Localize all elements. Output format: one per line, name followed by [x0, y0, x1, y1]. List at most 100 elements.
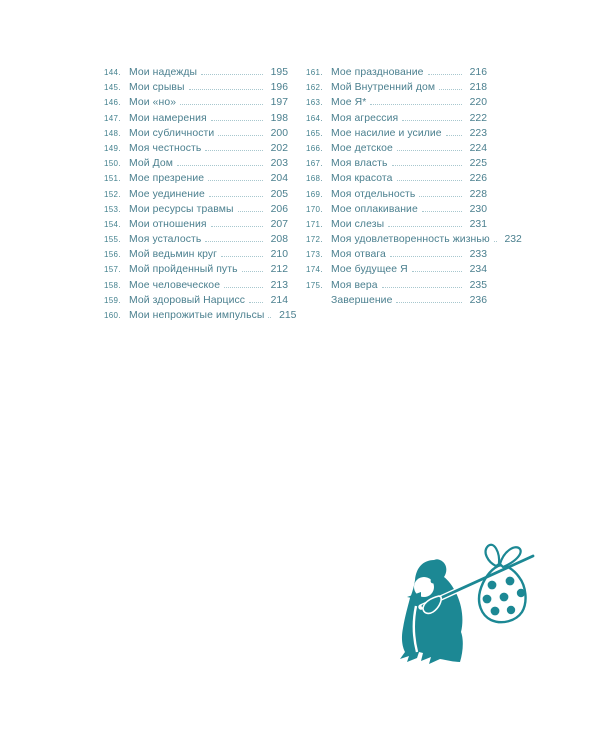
entry-number: 149. [104, 143, 121, 153]
bindle-knot-left-loop [484, 543, 501, 568]
toc-entry: 159. Мой здоровый Нарцисс 214 [104, 293, 288, 308]
leader-dots [208, 179, 263, 182]
entry-page: 203 [270, 158, 288, 170]
entry-number: 170. [306, 204, 323, 214]
penguin-wing-line [412, 605, 419, 653]
leader-dots [268, 316, 272, 318]
entry-number: 150. [104, 159, 121, 169]
entry-page: 236 [469, 294, 487, 306]
leader-dots [381, 286, 462, 288]
toc-entry: 156. Мой ведьмин круг 210 [104, 247, 288, 262]
toc-entry: 150. Мой Дом 203 [104, 156, 288, 171]
leader-dots [389, 255, 462, 258]
entry-title: Моя вера [331, 279, 378, 291]
leader-dots [188, 88, 263, 91]
entry-page: 210 [270, 249, 288, 261]
penguin-flipper [422, 595, 442, 615]
entry-page: 222 [469, 112, 487, 124]
leader-dots [221, 255, 263, 258]
entry-title: Мое детское [331, 142, 393, 154]
leader-dots [411, 270, 462, 273]
toc-entry: 166. Мое детское 224 [306, 141, 487, 156]
penguin-beak [407, 592, 421, 600]
entry-title: Мое уединение [129, 188, 205, 200]
entry-title: Моя отвага [331, 249, 386, 261]
leader-dots [493, 240, 497, 243]
entry-title: Завершение [331, 294, 393, 306]
entry-number: 174. [306, 265, 323, 275]
toc-entry: 161. Мое празднование 216 [306, 65, 487, 80]
entry-title: Мои слезы [331, 218, 385, 230]
toc-entry: 170. Мое оплакивание 230 [306, 202, 487, 217]
entry-page: 235 [469, 279, 487, 291]
entry-title: Моя отдельность [331, 188, 416, 200]
toc-entry: 147. Мои намерения 198 [104, 111, 288, 126]
table-of-contents: 144. Мои надежды 195 145. Мои срывы 196 … [104, 65, 522, 323]
entry-title: Мой Внутренний дом [331, 82, 436, 94]
toc-entry: 146. Мои «но» 197 [104, 95, 288, 110]
leader-dots [249, 301, 263, 303]
entry-title: Мои «но» [129, 97, 177, 109]
entry-page: 207 [270, 218, 288, 230]
toc-entry: 158. Мое человеческое 213 [104, 278, 288, 293]
leader-dots [208, 195, 263, 197]
entry-title: Мое празднование [331, 67, 424, 78]
leader-dots [396, 301, 462, 303]
entry-number: 154. [104, 219, 121, 229]
toc-entry: 144. Мои надежды 195 [104, 65, 288, 80]
entry-page: 226 [469, 173, 487, 185]
entry-title: Моя агрессия [331, 112, 399, 124]
entry-title: Мои ресурсы травмы [129, 203, 234, 215]
entry-title: Мой здоровый Нарцисс [129, 294, 246, 306]
leader-dots [180, 103, 263, 106]
entry-number: 158. [104, 280, 121, 290]
entry-page: 195 [270, 67, 288, 78]
leader-dots [205, 240, 263, 243]
entry-page: 223 [469, 127, 487, 139]
entry-page: 204 [270, 173, 288, 185]
entry-number: 166. [306, 143, 323, 153]
entry-number: 152. [104, 189, 121, 199]
entry-number: 164. [306, 113, 323, 123]
entry-page: 200 [270, 127, 288, 139]
entry-page: 220 [469, 97, 487, 109]
entry-page: 225 [469, 158, 487, 170]
leader-dots [388, 225, 462, 227]
entry-title: Моя усталость [129, 234, 202, 246]
entry-number: 156. [104, 250, 121, 260]
entry-title: Мои надежды [129, 67, 198, 78]
leader-dots [205, 149, 263, 151]
entry-page: 234 [469, 264, 487, 276]
entry-page: 212 [270, 264, 288, 276]
leader-dots [396, 149, 462, 151]
toc-entry: 171. Мои слезы 231 [306, 217, 487, 232]
entry-page: 224 [469, 142, 487, 154]
entry-number: 175. [306, 280, 323, 290]
bindle-knot-right-loop [498, 546, 522, 569]
entry-page: 216 [469, 67, 487, 78]
leader-dots [177, 164, 263, 167]
entry-page: 231 [469, 218, 487, 230]
toc-entry: 149. Моя честность 202 [104, 141, 288, 156]
leader-dots [224, 286, 263, 288]
entry-number: 173. [306, 250, 323, 260]
entry-number: 163. [306, 98, 323, 108]
leader-dots [421, 210, 462, 212]
entry-number: 146. [104, 98, 121, 108]
penguin-bindle-illustration [400, 543, 535, 664]
entry-number: 144. [104, 68, 121, 77]
entry-page: 208 [270, 234, 288, 246]
entry-page: 213 [270, 279, 288, 291]
entry-title: Моя удовлетворенность жизнью [331, 234, 490, 246]
entry-page: 218 [469, 82, 487, 94]
leader-dots [370, 103, 462, 106]
entry-page: 206 [270, 203, 288, 215]
entry-number: 153. [104, 204, 121, 214]
leader-dots [402, 119, 462, 121]
toc-entry: 168. Моя красота 226 [306, 171, 487, 186]
toc-entry: 152. Мое уединение 205 [104, 187, 288, 202]
toc-entry: 172. Моя удовлетворенность жизнью 232 [306, 232, 522, 247]
entry-page: 233 [469, 249, 487, 261]
entry-number: 162. [306, 83, 323, 93]
